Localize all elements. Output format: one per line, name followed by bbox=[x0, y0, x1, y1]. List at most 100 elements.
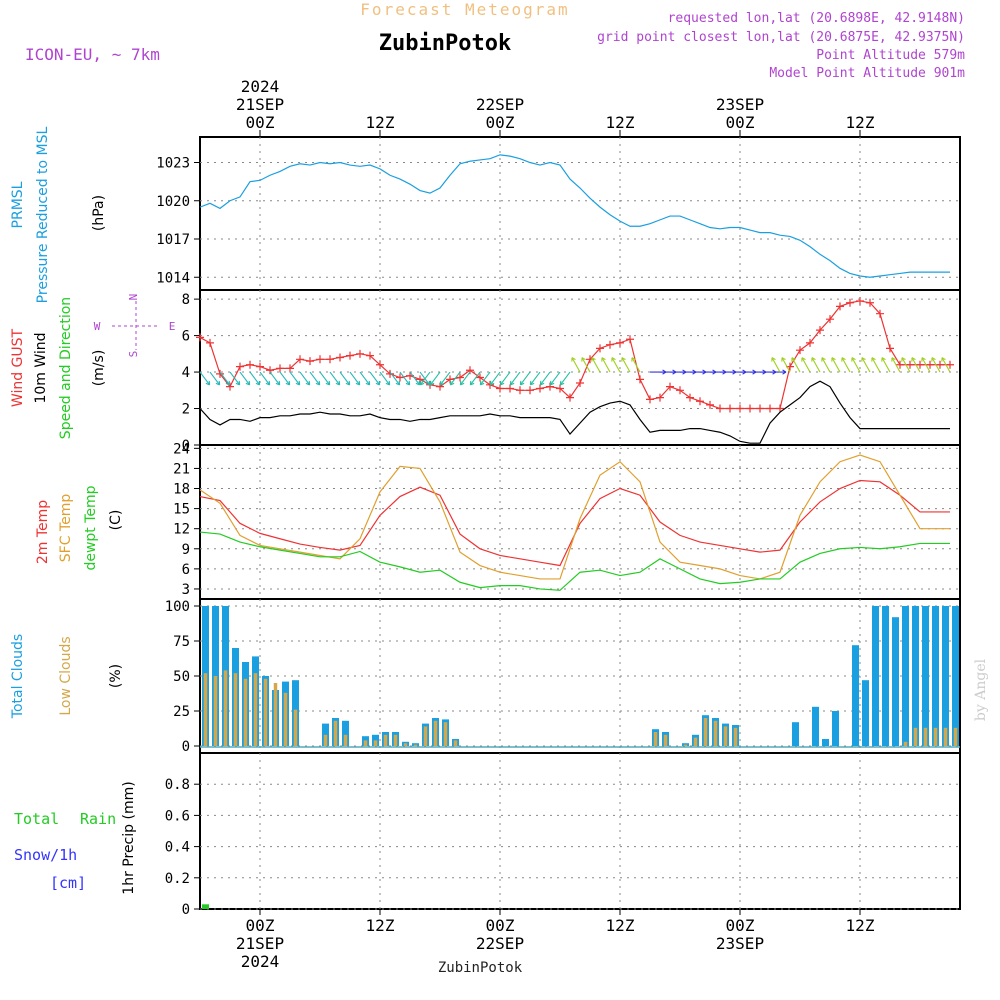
ytick-label: 0.8 bbox=[165, 777, 190, 793]
wind-arrow bbox=[199, 371, 211, 386]
gust-marker bbox=[646, 395, 654, 404]
gust-marker bbox=[236, 362, 244, 371]
time-label: 12Z bbox=[606, 113, 635, 132]
wind-arrow bbox=[591, 357, 601, 373]
wind-arrowhead bbox=[931, 357, 936, 362]
bar-total-clouds bbox=[912, 606, 919, 746]
wind-labels: Wind GUST 10m Wind Speed and Direction (… bbox=[10, 297, 107, 439]
bar-total-clouds bbox=[862, 680, 869, 746]
cloud-labels: Total Clouds Low Clouds (%) bbox=[10, 634, 124, 719]
bar-low-clouds bbox=[333, 720, 338, 746]
wind-arrow bbox=[409, 371, 421, 386]
bar-low-clouds bbox=[373, 740, 378, 746]
bar-low-clouds bbox=[233, 673, 238, 746]
gust-marker bbox=[336, 353, 344, 362]
bar-total-clouds bbox=[932, 606, 939, 746]
bar-low-clouds bbox=[363, 740, 368, 746]
wind-arrowhead bbox=[205, 380, 211, 386]
rain-label: Rain bbox=[80, 810, 116, 828]
wind-arrow bbox=[529, 371, 541, 386]
wind-arrow bbox=[299, 371, 311, 386]
gust-marker bbox=[876, 309, 884, 318]
gust-marker bbox=[616, 338, 624, 347]
gust-marker bbox=[736, 404, 744, 413]
gust-marker bbox=[476, 373, 484, 382]
ytick-label: 0.2 bbox=[165, 871, 190, 887]
model-label: ICON-EU, ~ 7km bbox=[25, 45, 160, 64]
gust-marker bbox=[486, 380, 494, 389]
time-label: 00Z bbox=[486, 113, 515, 132]
bar-total-clouds bbox=[872, 606, 879, 746]
ytick-label: 12 bbox=[173, 522, 190, 538]
ytick-label: 18 bbox=[173, 482, 190, 498]
wind-arrow bbox=[449, 371, 461, 386]
time-label: 23SEP bbox=[716, 95, 764, 114]
gust-marker bbox=[416, 375, 424, 384]
wind-arrow bbox=[841, 357, 851, 373]
wind-arrowhead bbox=[285, 380, 291, 386]
bar-total-clouds bbox=[832, 711, 839, 746]
wind10m-label: 10m Wind bbox=[33, 332, 49, 403]
gust-marker bbox=[536, 384, 544, 393]
wind-arrowhead bbox=[861, 357, 866, 362]
gust-marker bbox=[676, 386, 684, 395]
dewpt-label: dewpt Temp bbox=[83, 485, 99, 570]
wind-arrowhead bbox=[601, 357, 606, 362]
wind-arrow bbox=[621, 357, 631, 373]
precipitation-frame bbox=[199, 752, 961, 910]
wind-arrow bbox=[439, 371, 451, 386]
gust-marker bbox=[606, 340, 614, 349]
ytick-label: 0.6 bbox=[165, 808, 190, 824]
wind-arrow bbox=[891, 357, 901, 373]
closest-label: grid point closest lon,lat (20.6875E, 42… bbox=[597, 30, 965, 45]
ytick-label: 50 bbox=[173, 669, 190, 685]
gust-marker bbox=[556, 384, 564, 393]
cm-label: [cm] bbox=[50, 874, 86, 892]
time-label: 00Z bbox=[246, 113, 275, 132]
pressure-frame bbox=[199, 136, 961, 291]
panel-wind: 0 2 4 6 8 bbox=[182, 289, 961, 454]
gust-marker bbox=[756, 404, 764, 413]
time-label: 00Z bbox=[486, 916, 515, 935]
bar-low-clouds bbox=[263, 678, 268, 746]
wind-arrow bbox=[519, 371, 531, 386]
wind-arrowhead bbox=[325, 380, 331, 386]
wind-arrow bbox=[781, 357, 791, 373]
wind-arrow bbox=[399, 371, 411, 386]
wind-arrowhead bbox=[235, 380, 241, 386]
bar-low-clouds bbox=[903, 741, 908, 746]
wind-arrowhead bbox=[479, 380, 485, 386]
wind-arrow bbox=[941, 357, 951, 373]
gust-marker bbox=[826, 315, 834, 324]
gust-marker bbox=[936, 360, 944, 369]
wind-arrow bbox=[581, 357, 591, 373]
gust-marker bbox=[566, 393, 574, 402]
wind-arrowhead bbox=[881, 357, 886, 362]
ytick-label: 1017 bbox=[156, 232, 190, 248]
wind-arrowhead bbox=[901, 357, 906, 362]
wind-arrowhead bbox=[245, 380, 251, 386]
wind-arrowhead bbox=[549, 380, 555, 386]
wind-arrowhead bbox=[911, 357, 916, 362]
gust-marker bbox=[886, 344, 894, 353]
wind-arrow bbox=[771, 357, 781, 373]
gust-marker bbox=[456, 373, 464, 382]
wind-arrowhead bbox=[509, 380, 515, 386]
time-label: 12Z bbox=[606, 916, 635, 935]
wind-arrowhead bbox=[335, 380, 341, 386]
bar-low-clouds bbox=[203, 673, 208, 746]
wind-arrow bbox=[851, 357, 861, 373]
gust-marker bbox=[696, 397, 704, 406]
wind-arrow bbox=[489, 371, 501, 386]
time-label: 00Z bbox=[246, 916, 275, 935]
wind-arrow bbox=[921, 357, 931, 373]
ytick-label: 0 bbox=[182, 902, 190, 918]
wind-arrow bbox=[459, 371, 471, 386]
gust-marker bbox=[306, 357, 314, 366]
bar-low-clouds bbox=[413, 744, 418, 746]
wind-arrowhead bbox=[449, 380, 455, 386]
wind-arrowhead bbox=[355, 380, 361, 386]
ytick-label: 6 bbox=[182, 562, 190, 578]
